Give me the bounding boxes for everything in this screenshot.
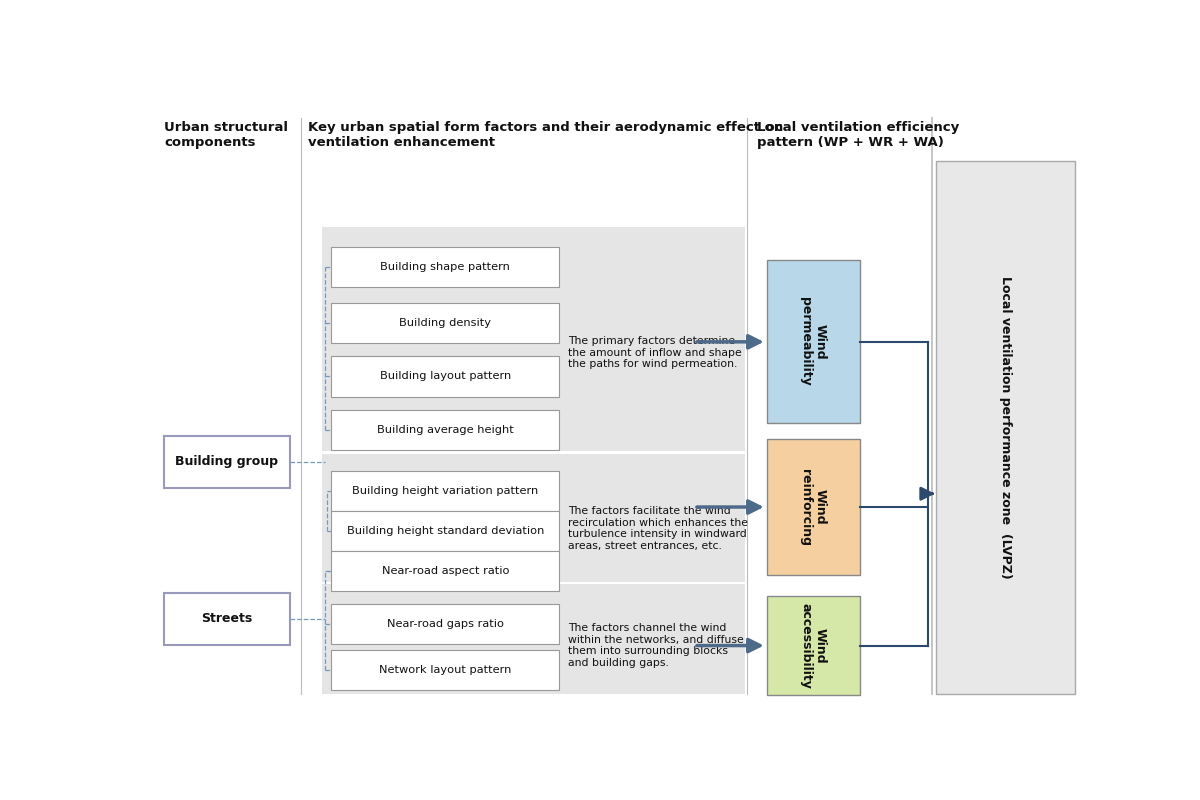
Text: Building height standard deviation: Building height standard deviation bbox=[347, 526, 544, 536]
FancyBboxPatch shape bbox=[767, 260, 859, 423]
Text: The primary factors determine
the amount of inflow and shape
the paths for wind : The primary factors determine the amount… bbox=[569, 336, 743, 369]
FancyBboxPatch shape bbox=[936, 161, 1075, 694]
Text: Building height variation pattern: Building height variation pattern bbox=[352, 486, 539, 496]
FancyBboxPatch shape bbox=[331, 303, 559, 343]
FancyBboxPatch shape bbox=[331, 247, 559, 287]
FancyBboxPatch shape bbox=[164, 435, 289, 488]
Text: Local ventilation efficiency
pattern (WP + WR + WA): Local ventilation efficiency pattern (WP… bbox=[757, 121, 960, 149]
FancyBboxPatch shape bbox=[331, 410, 559, 450]
Text: Near-road gaps ratio: Near-road gaps ratio bbox=[386, 619, 504, 630]
Text: Building average height: Building average height bbox=[377, 425, 514, 434]
Text: Key urban spatial form factors and their aerodynamic effect on
ventilation enhan: Key urban spatial form factors and their… bbox=[308, 121, 784, 149]
Text: Building group: Building group bbox=[175, 455, 278, 468]
Text: Wind
permeability: Wind permeability bbox=[799, 298, 827, 386]
FancyBboxPatch shape bbox=[767, 439, 859, 574]
Text: Local ventilation performance zone  (LVPZ): Local ventilation performance zone (LVPZ… bbox=[1000, 276, 1012, 578]
FancyBboxPatch shape bbox=[331, 650, 559, 690]
Text: Building layout pattern: Building layout pattern bbox=[379, 371, 511, 382]
FancyBboxPatch shape bbox=[331, 357, 559, 397]
Text: Urban structural
components: Urban structural components bbox=[164, 121, 288, 149]
Bar bbox=[322, 584, 745, 694]
Text: The factors facilitate the wind
recirculation which enhances the
turbulence inte: The factors facilitate the wind recircul… bbox=[569, 506, 749, 550]
Bar bbox=[322, 454, 745, 582]
Text: Network layout pattern: Network layout pattern bbox=[379, 665, 511, 674]
FancyBboxPatch shape bbox=[145, 93, 1085, 715]
FancyBboxPatch shape bbox=[331, 604, 559, 644]
Text: The factors channel the wind
within the networks, and diffuse
them into surround: The factors channel the wind within the … bbox=[569, 623, 744, 668]
FancyBboxPatch shape bbox=[331, 511, 559, 551]
FancyBboxPatch shape bbox=[767, 596, 859, 695]
Text: Near-road aspect ratio: Near-road aspect ratio bbox=[382, 566, 509, 576]
FancyBboxPatch shape bbox=[331, 551, 559, 591]
Text: Wind
accessibility: Wind accessibility bbox=[799, 602, 827, 689]
Text: Wind
reinforcing: Wind reinforcing bbox=[799, 469, 827, 546]
FancyBboxPatch shape bbox=[164, 593, 289, 645]
FancyBboxPatch shape bbox=[331, 471, 559, 511]
Bar bbox=[322, 227, 745, 451]
Text: Streets: Streets bbox=[202, 613, 252, 626]
Text: Building density: Building density bbox=[400, 318, 491, 328]
Text: Building shape pattern: Building shape pattern bbox=[380, 262, 510, 272]
